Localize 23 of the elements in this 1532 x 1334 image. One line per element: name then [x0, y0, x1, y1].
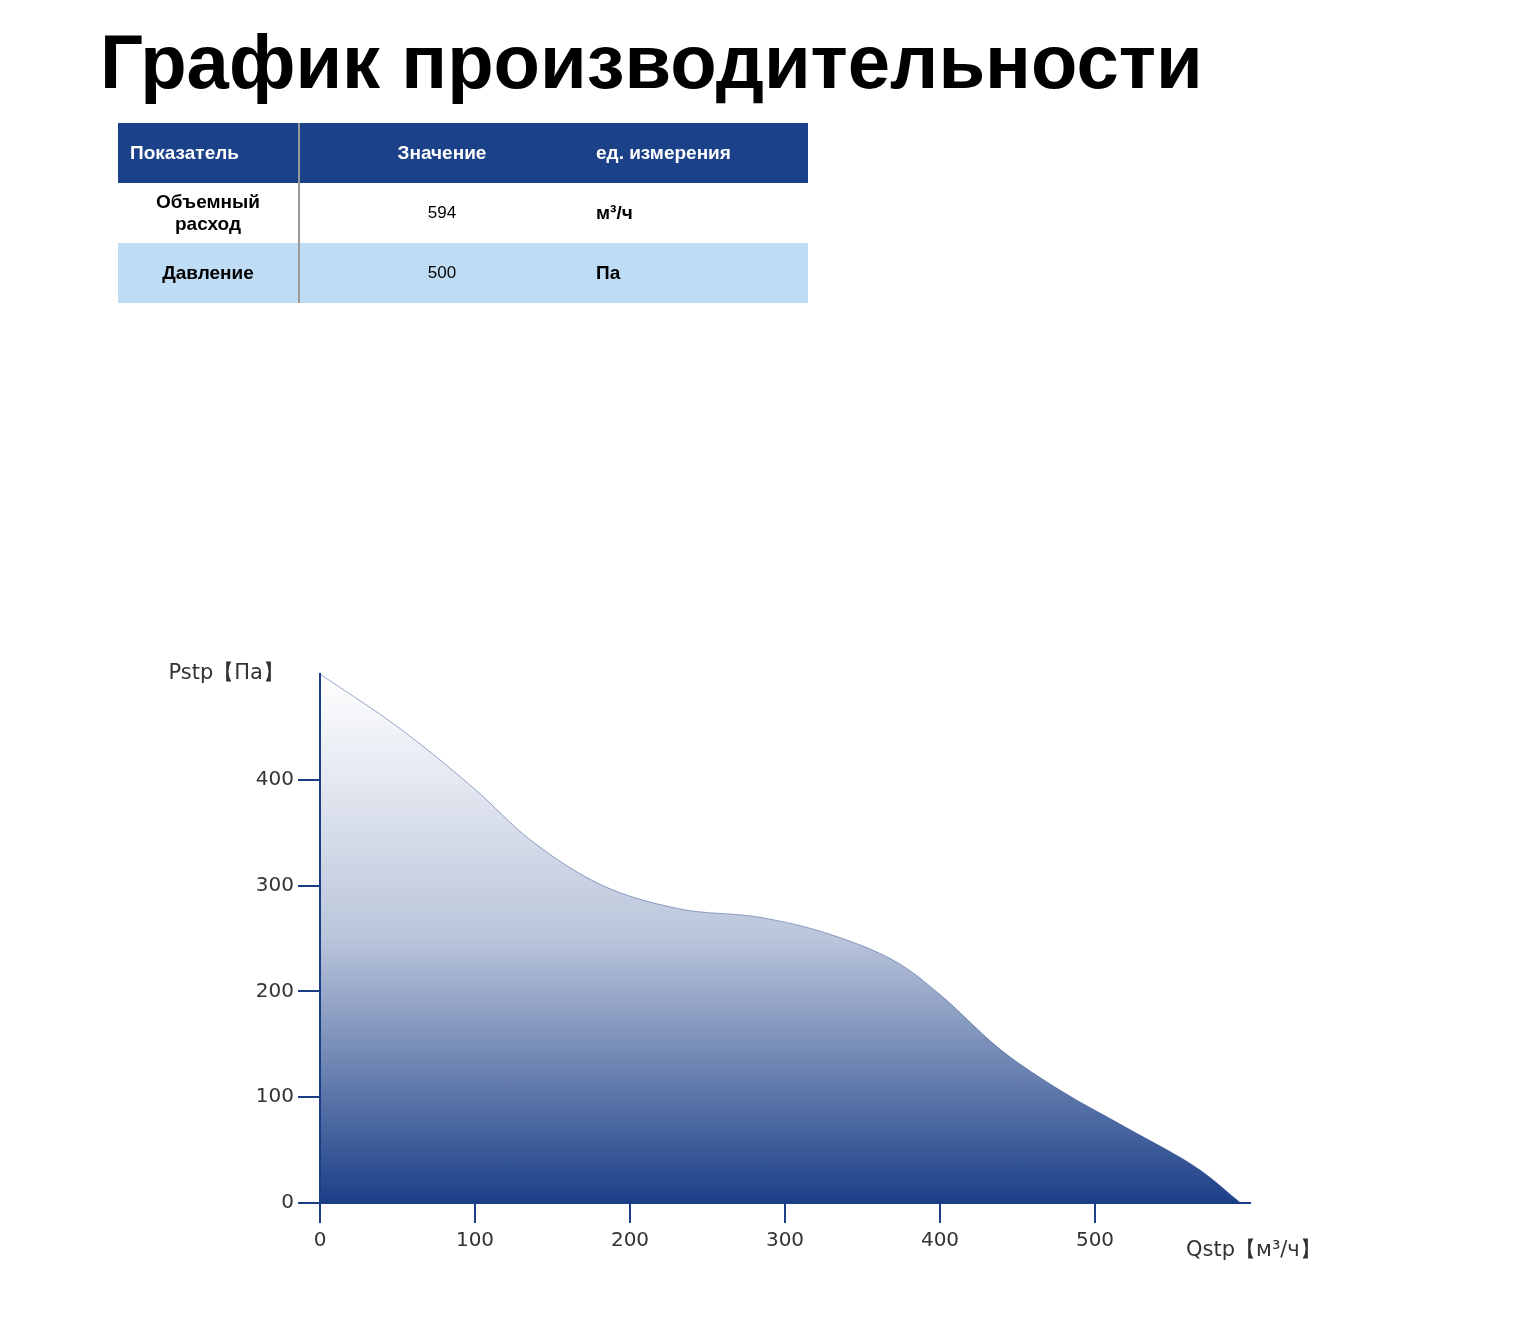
- text: График производительности: [100, 18, 1203, 105]
- text: ед. измерения: [584, 123, 808, 183]
- x-tick-label: 100: [455, 1227, 495, 1252]
- text: Па: [584, 243, 808, 303]
- y-tick-label: 200: [255, 977, 294, 1002]
- text: Давление: [118, 243, 299, 303]
- text: Объемный расход: [118, 183, 299, 243]
- y-tick-label: 100: [255, 1083, 294, 1108]
- x-tick-label: 300: [765, 1227, 805, 1252]
- text: Показатель: [118, 123, 299, 183]
- x-tick-label: 400: [920, 1227, 960, 1252]
- x-tick-label: 0: [313, 1227, 327, 1252]
- x-tick-label: 200: [610, 1227, 650, 1252]
- y-axis-title: Pstp【Па】: [168, 660, 284, 685]
- text: 500: [299, 243, 584, 303]
- x-tick-label: 500: [1075, 1227, 1115, 1252]
- y-tick-label: 0: [281, 1189, 294, 1214]
- y-tick-label: 300: [255, 871, 294, 896]
- x-axis-title: Qstp【м³/ч】: [1186, 1236, 1321, 1261]
- text: м³/ч: [595, 201, 634, 225]
- text: Значение: [299, 123, 584, 183]
- text: 594: [426, 202, 458, 224]
- y-tick-label: 400: [255, 766, 294, 790]
